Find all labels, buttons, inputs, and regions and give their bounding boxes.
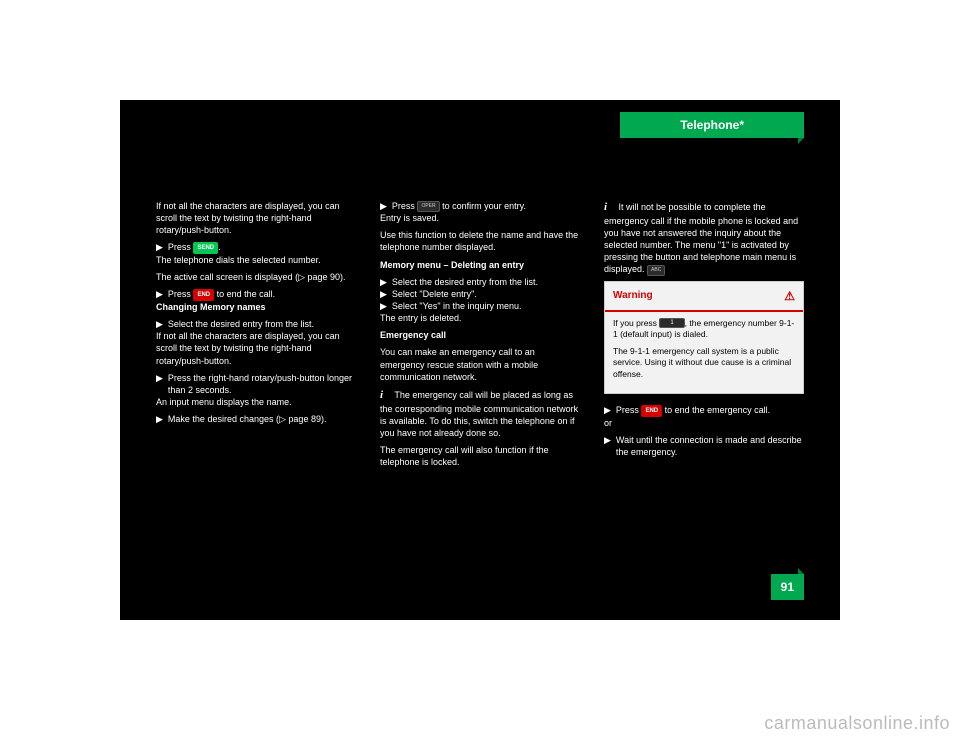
abc-key-icon: ABC — [647, 265, 665, 276]
step-row: ▶ Press the right-hand rotary/push-butto… — [156, 372, 356, 396]
send-key-icon: SEND — [193, 242, 218, 254]
manual-page: Telephone* If not all the characters are… — [120, 100, 840, 620]
oper-key-icon: OPER — [417, 201, 439, 212]
end-key-icon: END — [641, 405, 662, 417]
body-text: If not all the characters are displayed,… — [156, 330, 356, 366]
one-key-icon: 1 — [659, 318, 684, 328]
body-text: You can make an emergency call to an eme… — [380, 346, 580, 382]
info-icon: i — [380, 388, 392, 403]
bullet-icon: ▶ — [156, 413, 163, 425]
bullet-icon: ▶ — [604, 434, 611, 458]
step-text: Make the desired changes (▷ page 89). — [168, 413, 327, 425]
step-text: Press END to end the emergency call. — [616, 404, 770, 417]
bullet-icon: ▶ — [156, 288, 163, 301]
info-note: i The emergency call will be placed as l… — [380, 388, 580, 439]
warning-box: Warning ⚠ If you press 1, the emergency … — [604, 281, 804, 395]
warning-header: Warning ⚠ — [605, 282, 803, 312]
info-note: i It will not be possible to complete th… — [604, 200, 804, 276]
section-header: Telephone* — [620, 112, 804, 138]
step-text: Select "Yes" in the inquiry menu. — [392, 300, 522, 312]
column-3: i It will not be possible to complete th… — [604, 200, 804, 473]
step-text: Wait until the connection is made and de… — [616, 434, 804, 458]
page-number-badge: 91 — [771, 574, 804, 600]
bullet-icon: ▶ — [380, 300, 387, 312]
subheading: Emergency call — [380, 329, 580, 341]
content-columns: If not all the characters are displayed,… — [156, 200, 804, 473]
column-2: ▶ Press OPER to confirm your entry. Entr… — [380, 200, 580, 473]
bullet-icon: ▶ — [156, 318, 163, 330]
body-text: The telephone dials the selected number. — [156, 254, 356, 266]
step-row: ▶ Select "Delete entry". — [380, 288, 580, 300]
step-row: ▶ Press END to end the call. — [156, 288, 356, 301]
bullet-icon: ▶ — [380, 276, 387, 288]
warning-text: If you press 1, the emergency number 9-1… — [613, 318, 795, 341]
body-text: If not all the characters are displayed,… — [156, 200, 356, 236]
step-text: Select the desired entry from the list. — [392, 276, 538, 288]
step-row: ▶ Wait until the connection is made and … — [604, 434, 804, 458]
warning-text: The 9-1-1 emergency call system is a pub… — [613, 346, 795, 380]
step-text: Press OPER to confirm your entry. — [392, 200, 526, 212]
step-row: ▶ Select the desired entry from the list… — [156, 318, 356, 330]
step-row: ▶ Select the desired entry from the list… — [380, 276, 580, 288]
watermark-text: carmanualsonline.info — [764, 713, 950, 734]
bullet-icon: ▶ — [380, 200, 387, 212]
bullet-icon: ▶ — [156, 372, 163, 396]
bullet-icon: ▶ — [156, 241, 163, 254]
warning-body: If you press 1, the emergency number 9-1… — [605, 312, 803, 393]
info-icon: i — [604, 200, 616, 215]
step-text: Press SEND. — [168, 241, 221, 254]
body-text: The entry is deleted. — [380, 312, 580, 324]
step-text: Select the desired entry from the list. — [168, 318, 314, 330]
step-row: ▶ Press SEND. — [156, 241, 356, 254]
warning-title: Warning — [613, 289, 653, 303]
bullet-icon: ▶ — [604, 404, 611, 417]
step-row: ▶ Select "Yes" in the inquiry menu. — [380, 300, 580, 312]
step-text: Press END to end the call. — [168, 288, 275, 301]
body-text: The active call screen is displayed (▷ p… — [156, 271, 356, 283]
step-text: Select "Delete entry". — [392, 288, 477, 300]
bullet-icon: ▶ — [380, 288, 387, 300]
body-text: An input menu displays the name. — [156, 396, 356, 408]
body-text: The emergency call will also function if… — [380, 444, 580, 468]
end-key-icon: END — [193, 289, 214, 301]
or-text: or — [604, 417, 804, 429]
warning-triangle-icon: ⚠ — [784, 288, 795, 304]
body-text: Entry is saved. — [380, 212, 580, 224]
step-text: Press the right-hand rotary/push-button … — [168, 372, 356, 396]
column-1: If not all the characters are displayed,… — [156, 200, 356, 473]
step-row: ▶ Make the desired changes (▷ page 89). — [156, 413, 356, 425]
step-row: ▶ Press END to end the emergency call. — [604, 404, 804, 417]
subheading: Changing Memory names — [156, 301, 356, 313]
body-text: Use this function to delete the name and… — [380, 229, 580, 253]
subheading: Memory menu – Deleting an entry — [380, 259, 580, 271]
step-row: ▶ Press OPER to confirm your entry. — [380, 200, 580, 212]
